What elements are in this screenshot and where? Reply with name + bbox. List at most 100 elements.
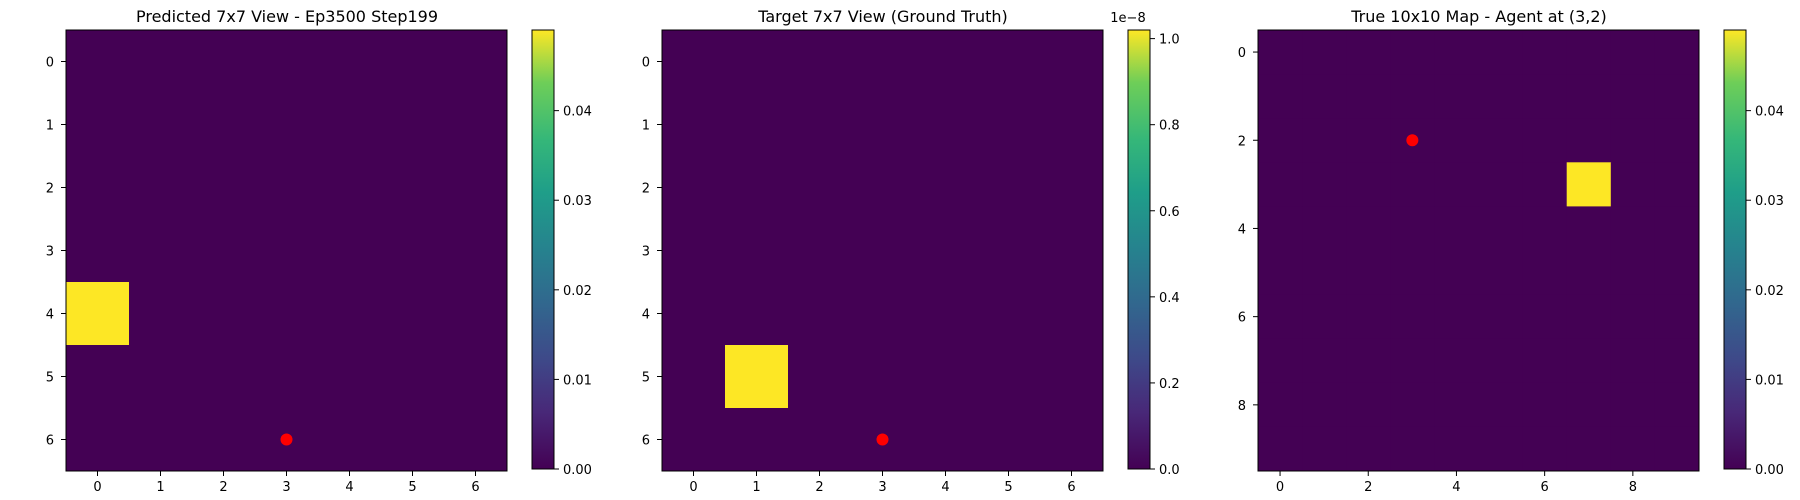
heatmap-cell [444, 219, 508, 283]
heatmap-cell [129, 219, 193, 283]
heatmap-cell [977, 156, 1041, 220]
heatmap-cell-bright [66, 282, 130, 346]
colorbar-tick-label: 0.00 [563, 463, 592, 478]
heatmap-cell [977, 408, 1041, 472]
x-tick-label: 2 [219, 480, 227, 495]
x-axis: 0 2 4 6 8 [1276, 471, 1637, 495]
heatmap-cell [977, 93, 1041, 157]
heatmap-cell [914, 282, 978, 346]
heatmap-cell [1258, 162, 1303, 207]
x-tick-label: 3 [878, 480, 886, 495]
heatmap-cell [1478, 338, 1524, 384]
heatmap-cell [1258, 250, 1303, 296]
y-tick-label: 3 [46, 245, 54, 260]
heatmap-cell [66, 408, 130, 472]
heatmap-cell [1478, 250, 1524, 296]
heatmap-grid [661, 29, 1104, 472]
y-tick-label: 2 [46, 182, 54, 197]
heatmap-cell [1346, 30, 1391, 75]
heatmap-cell [1654, 426, 1700, 472]
heatmap-cell [1346, 206, 1391, 251]
heatmap-cell [1346, 382, 1391, 428]
heatmap-cell [1390, 250, 1435, 296]
colorbar-gradient [1127, 29, 1151, 470]
heatmap-cell [725, 156, 789, 220]
x-tick-label: 4 [345, 480, 353, 495]
heatmap-cell [318, 219, 382, 283]
heatmap-cell [851, 219, 915, 283]
heatmap-cell [662, 345, 726, 409]
heatmap-cell [66, 93, 130, 157]
heatmap-cell [1478, 294, 1524, 340]
heatmap-cell [192, 30, 256, 94]
heatmap-cell [1258, 74, 1303, 119]
heatmap-cell [192, 282, 256, 346]
x-tick-label: 5 [1004, 480, 1012, 495]
x-axis: 0 1 2 3 4 5 6 [689, 471, 1076, 495]
heatmap-cell [914, 93, 978, 157]
heatmap-cell [1478, 74, 1524, 119]
panel-predicted: Predicted 7x7 View - Ep3500 Step199 0 1 2 3… [46, 7, 592, 495]
heatmap-cell [1434, 338, 1479, 384]
heatmap-cell [1654, 250, 1700, 296]
colorbar-offset-label: 1e−8 [1110, 11, 1145, 26]
heatmap-cell [381, 93, 445, 157]
heatmap-cell [129, 282, 193, 346]
heatmap-cell [1390, 382, 1435, 428]
heatmap-cell [1302, 250, 1347, 296]
heatmap-cell [1610, 426, 1656, 472]
heatmap-cell [66, 30, 130, 94]
heatmap-cell [1478, 30, 1524, 75]
heatmap-cell [1434, 118, 1479, 163]
heatmap-cell-bright [725, 345, 789, 409]
heatmap-cell [381, 408, 445, 472]
heatmap-cell [662, 93, 726, 157]
heatmap-cell [1522, 162, 1568, 207]
x-tick-label: 1 [156, 480, 164, 495]
heatmap-cell [725, 93, 789, 157]
colorbar-tick-label: 0.00 [1755, 463, 1784, 478]
x-tick-label: 0 [689, 480, 697, 495]
heatmap-cell [1522, 118, 1568, 163]
colorbar: 1e−8 0.0 0.2 0.4 0.6 0.8 1.0 [1110, 11, 1179, 478]
heatmap-cell [1040, 345, 1104, 409]
heatmap-cell [1610, 162, 1656, 207]
y-tick-label: 5 [46, 371, 54, 386]
heatmap-cell [1346, 162, 1391, 207]
heatmap-cell [1522, 426, 1568, 472]
heatmap-cell [1610, 294, 1656, 340]
heatmap-cell [977, 345, 1041, 409]
heatmap-cell [1302, 294, 1347, 340]
heatmap-cell [1390, 426, 1435, 472]
heatmap-cell [192, 93, 256, 157]
heatmap-cell [851, 30, 915, 94]
heatmap-cell [788, 219, 852, 283]
panel-title: Target 7x7 View (Ground Truth) [757, 7, 1008, 26]
heatmap-cell [1610, 118, 1656, 163]
heatmap-cell [1522, 338, 1568, 384]
heatmap-cell [788, 282, 852, 346]
heatmap-cell [1040, 93, 1104, 157]
heatmap-cell [662, 408, 726, 472]
heatmap-cell [1566, 382, 1612, 428]
heatmap-cell [1258, 426, 1303, 472]
heatmap-cell [1522, 74, 1568, 119]
heatmap-cell [66, 219, 130, 283]
heatmap-cell [1390, 206, 1435, 251]
panel-title: Predicted 7x7 View - Ep3500 Step199 [136, 7, 438, 26]
colorbar-tick-label: 0.02 [1755, 284, 1784, 299]
heatmap-cell [255, 345, 319, 409]
x-tick-label: 0 [1276, 480, 1284, 495]
heatmap-cell [1390, 294, 1435, 340]
heatmap-cell [1478, 118, 1524, 163]
y-tick-label: 5 [642, 371, 650, 386]
heatmap-cell [914, 30, 978, 94]
heatmap-cell [1610, 30, 1656, 75]
heatmap-cell [1302, 30, 1347, 75]
axes-frame [1257, 29, 1700, 472]
y-axis: 0 2 4 6 8 [1238, 46, 1258, 414]
heatmap-cell [318, 30, 382, 94]
heatmap-cell [1522, 250, 1568, 296]
heatmap-cell [1434, 250, 1479, 296]
heatmap-cell [1346, 338, 1391, 384]
